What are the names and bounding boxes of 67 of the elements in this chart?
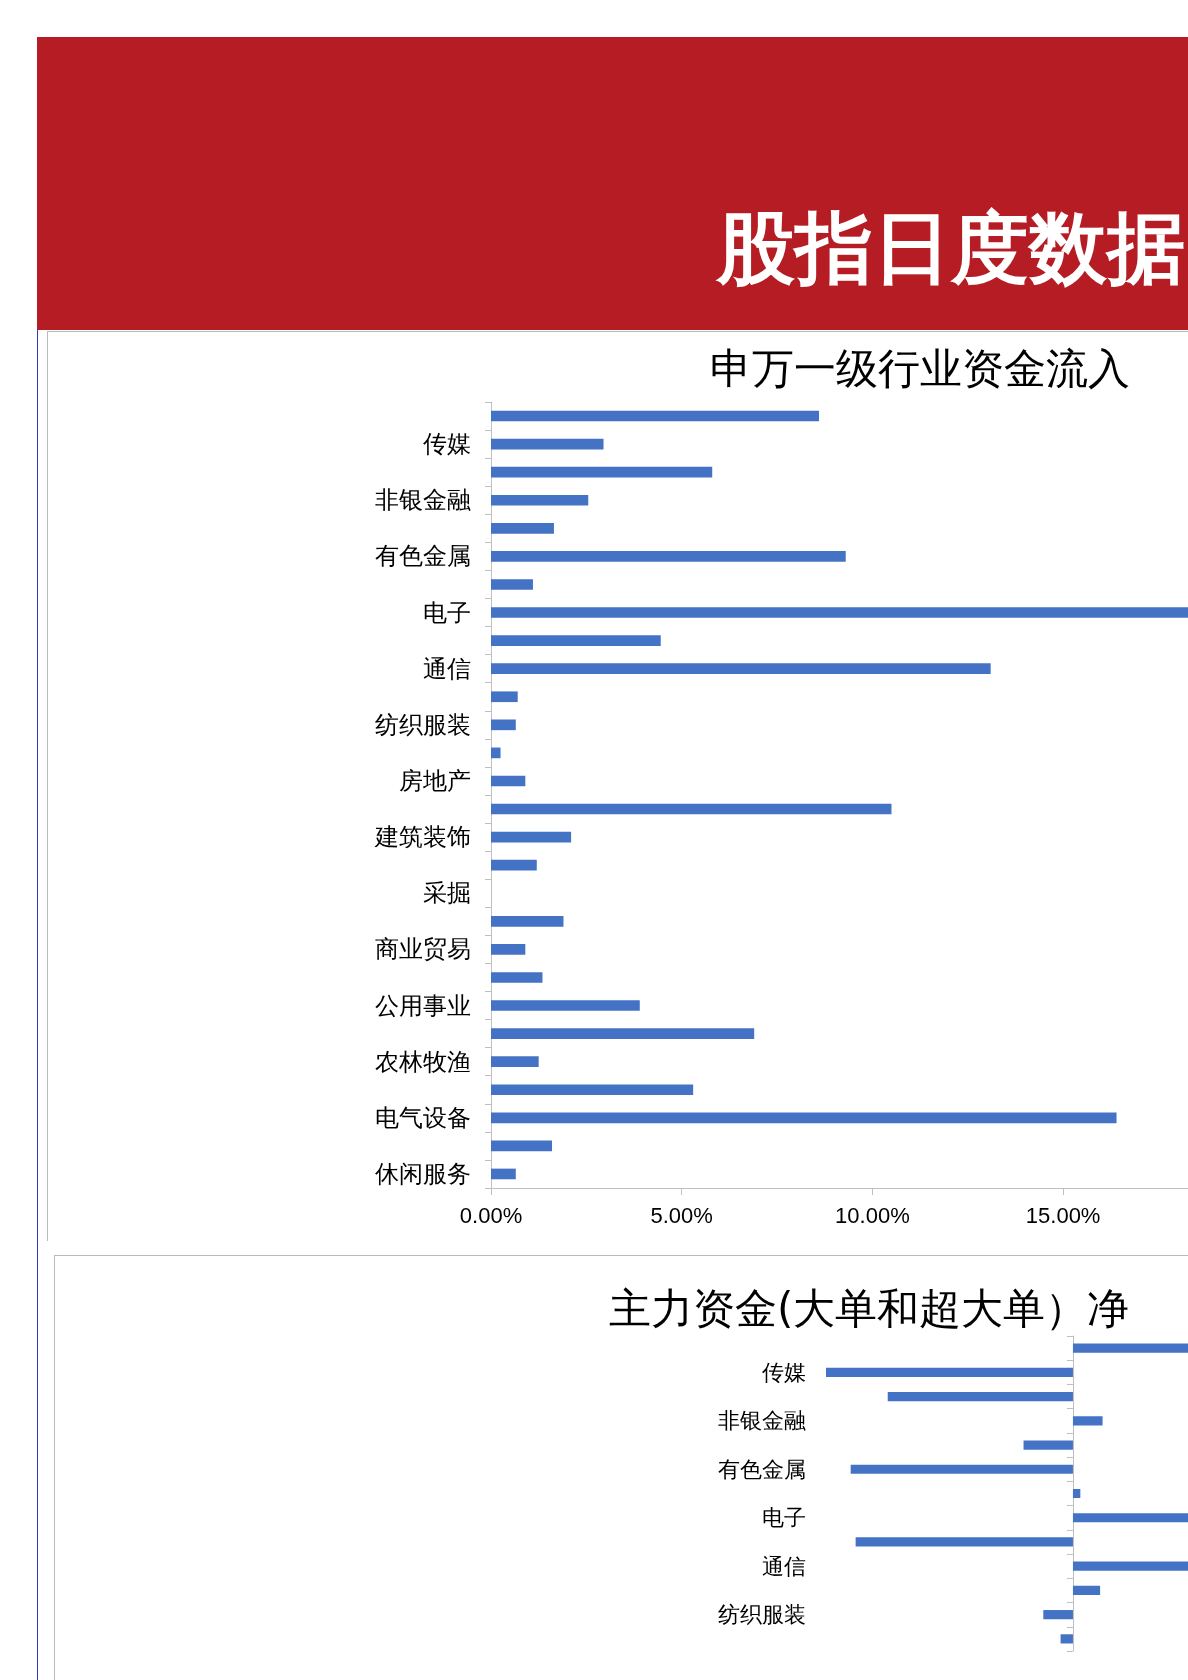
bar bbox=[491, 691, 518, 703]
bar bbox=[491, 1028, 755, 1039]
y-tick-label: 非银金融 bbox=[375, 486, 471, 515]
y-tick-label: 电气设备 bbox=[375, 1103, 471, 1132]
bar bbox=[887, 1391, 1073, 1402]
y-tick-label: 电子 bbox=[423, 598, 471, 627]
bar bbox=[491, 944, 526, 955]
bar bbox=[491, 522, 554, 534]
bar bbox=[855, 1537, 1073, 1547]
bar bbox=[826, 1367, 1073, 1377]
bar bbox=[1023, 1440, 1073, 1450]
bar bbox=[491, 635, 661, 646]
y-tick-label: 商业贸易 bbox=[375, 935, 471, 964]
bar bbox=[491, 579, 533, 590]
bar bbox=[491, 831, 572, 843]
bar bbox=[491, 775, 526, 787]
bar bbox=[491, 1000, 640, 1011]
y-tick-label: 公用事业 bbox=[375, 991, 471, 1020]
x-tick-label: 10.00% bbox=[835, 1202, 910, 1228]
bar bbox=[491, 747, 501, 759]
bar bbox=[491, 972, 543, 983]
x-tick-label: 0.00% bbox=[459, 1202, 523, 1228]
bar bbox=[491, 1140, 553, 1152]
bar bbox=[491, 438, 604, 450]
y-tick-label: 通信 bbox=[423, 654, 471, 683]
bar bbox=[491, 1168, 516, 1180]
bar bbox=[850, 1464, 1073, 1474]
bar bbox=[491, 1112, 1117, 1124]
bar bbox=[491, 803, 892, 815]
y-tick-label: 房地产 bbox=[399, 766, 471, 795]
bar bbox=[1072, 1513, 1188, 1523]
bar bbox=[491, 859, 537, 871]
bar bbox=[491, 915, 564, 927]
y-tick-label: 纺织服装 bbox=[375, 710, 471, 739]
bar bbox=[491, 551, 846, 562]
bar bbox=[1072, 1343, 1188, 1353]
y-tick-label: 休闲服务 bbox=[375, 1159, 471, 1188]
bar bbox=[491, 663, 991, 675]
bar bbox=[491, 1084, 694, 1096]
x-tick-label: 15.00% bbox=[1025, 1202, 1101, 1228]
y-tick-label: 传媒 bbox=[762, 1359, 806, 1385]
y-tick-label: 纺织服装 bbox=[718, 1602, 806, 1628]
y-tick-label: 建筑装饰 bbox=[374, 823, 471, 852]
bar bbox=[1072, 1585, 1101, 1596]
bar bbox=[1072, 1488, 1081, 1499]
bar bbox=[491, 719, 516, 731]
x-tick-label: 5.00% bbox=[650, 1202, 713, 1228]
y-tick-label: 传媒 bbox=[423, 430, 471, 459]
y-tick-label: 采掘 bbox=[423, 879, 471, 908]
y-tick-label: 通信 bbox=[762, 1553, 806, 1579]
bar bbox=[1060, 1634, 1073, 1644]
bar bbox=[491, 410, 820, 422]
y-tick-label: 有色金属 bbox=[718, 1456, 806, 1482]
bar bbox=[1072, 1561, 1188, 1571]
bar bbox=[491, 466, 713, 478]
bar bbox=[491, 1056, 539, 1068]
y-tick-label: 农林牧渔 bbox=[375, 1047, 471, 1076]
bar bbox=[491, 607, 1188, 618]
bar bbox=[491, 494, 589, 506]
chart-title: 主力资金(大单和超大单）净 bbox=[609, 1283, 1130, 1333]
text: 股指日度数据 bbox=[717, 202, 1185, 295]
y-tick-label: 电子 bbox=[762, 1505, 806, 1531]
bar bbox=[1043, 1610, 1073, 1620]
y-tick-label: 有色金属 bbox=[375, 542, 471, 571]
y-tick-label: 非银金融 bbox=[718, 1408, 806, 1434]
chart-title: 申万一级行业资金流入 bbox=[710, 343, 1130, 393]
bar bbox=[1072, 1416, 1103, 1426]
